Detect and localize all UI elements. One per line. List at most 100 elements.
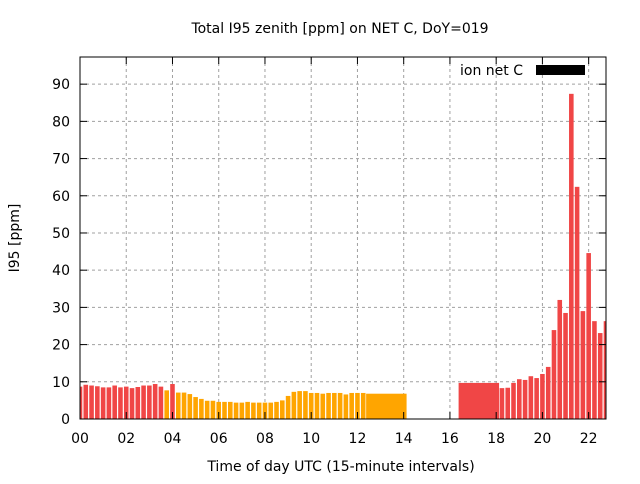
x-tick-label: 10 bbox=[302, 431, 320, 447]
bar bbox=[297, 391, 302, 419]
bar bbox=[210, 400, 216, 419]
y-tick-label: 10 bbox=[52, 375, 70, 391]
bar bbox=[280, 400, 285, 419]
bar bbox=[118, 387, 123, 419]
y-tick-label: 40 bbox=[52, 263, 70, 279]
bar bbox=[187, 394, 193, 419]
bar bbox=[80, 386, 83, 419]
bar bbox=[89, 385, 94, 419]
bars bbox=[80, 93, 606, 419]
bar bbox=[505, 387, 511, 419]
bar bbox=[511, 382, 516, 419]
ticks: 0 10 20 30 40 50 60 70 80 90 00 02 04 06 08 10 12 14 16 18 2… bbox=[52, 57, 606, 447]
bar bbox=[193, 397, 198, 419]
bar bbox=[499, 388, 505, 419]
bar bbox=[199, 398, 204, 419]
y-tick-label: 70 bbox=[52, 152, 70, 168]
legend-label: ion net C bbox=[460, 63, 523, 79]
bar bbox=[83, 384, 89, 419]
bar bbox=[170, 384, 175, 419]
bar bbox=[216, 401, 222, 419]
bar bbox=[528, 376, 534, 419]
bar bbox=[227, 401, 233, 419]
bar bbox=[308, 392, 314, 419]
bar bbox=[574, 186, 580, 419]
bar bbox=[569, 93, 574, 419]
bar bbox=[164, 390, 169, 419]
y-axis-label: I95 [ppm] bbox=[7, 204, 23, 273]
bar bbox=[158, 386, 164, 419]
bar bbox=[123, 386, 129, 419]
bar bbox=[152, 384, 158, 419]
bar bbox=[285, 395, 291, 419]
bar bbox=[332, 392, 337, 419]
bar bbox=[458, 382, 500, 419]
x-tick-label: 06 bbox=[210, 431, 228, 447]
bar bbox=[540, 373, 545, 419]
bar bbox=[517, 379, 522, 419]
y-tick-label: 20 bbox=[52, 338, 70, 354]
bar bbox=[112, 385, 117, 419]
bar bbox=[592, 321, 597, 419]
x-tick-label: 12 bbox=[349, 431, 367, 447]
bar bbox=[557, 299, 563, 419]
bar bbox=[100, 387, 106, 419]
bar bbox=[360, 392, 366, 419]
bar bbox=[141, 385, 146, 419]
x-tick-label: 14 bbox=[395, 431, 413, 447]
y-tick-label: 50 bbox=[52, 226, 70, 242]
bar bbox=[563, 312, 568, 419]
bar bbox=[291, 391, 297, 419]
bar bbox=[181, 392, 187, 419]
legend: ion net C bbox=[460, 63, 585, 79]
bar bbox=[233, 402, 239, 419]
plot-border bbox=[79, 56, 607, 420]
bar bbox=[222, 401, 227, 419]
bar bbox=[534, 378, 539, 419]
x-tick-label: 16 bbox=[441, 431, 459, 447]
bar bbox=[251, 402, 256, 419]
y-tick-label: 90 bbox=[52, 77, 70, 93]
bar bbox=[337, 392, 343, 419]
bar bbox=[320, 393, 326, 419]
bar bbox=[268, 402, 274, 419]
bar bbox=[551, 330, 557, 419]
y-tick-label: 60 bbox=[52, 189, 70, 205]
x-tick-label: 02 bbox=[117, 431, 135, 447]
bar bbox=[95, 386, 100, 419]
bar bbox=[147, 385, 152, 419]
bar bbox=[175, 392, 181, 419]
bar bbox=[274, 401, 279, 419]
bar bbox=[106, 387, 112, 419]
bar bbox=[355, 392, 360, 419]
bar bbox=[245, 401, 250, 419]
bar bbox=[343, 394, 349, 419]
y-tick-label: 80 bbox=[52, 114, 70, 130]
bar bbox=[326, 392, 331, 419]
bar bbox=[303, 391, 308, 419]
x-tick-label: 00 bbox=[71, 431, 89, 447]
bar bbox=[239, 402, 245, 419]
bar bbox=[349, 392, 354, 419]
x-tick-label: 18 bbox=[487, 431, 505, 447]
bar bbox=[314, 392, 320, 419]
bar bbox=[603, 321, 606, 419]
bar bbox=[262, 402, 268, 419]
bar bbox=[522, 379, 528, 419]
bar bbox=[366, 393, 407, 419]
y-tick-label: 30 bbox=[52, 300, 70, 316]
legend-swatch bbox=[536, 65, 585, 75]
y-tick-label: 0 bbox=[61, 412, 70, 428]
bar bbox=[256, 402, 262, 419]
x-tick-label: 04 bbox=[164, 431, 182, 447]
x-axis-label: Time of day UTC (15-minute intervals) bbox=[206, 459, 474, 475]
x-tick-label: 20 bbox=[534, 431, 552, 447]
bar bbox=[580, 311, 586, 419]
bar bbox=[135, 387, 141, 419]
bar bbox=[597, 333, 603, 419]
x-tick-label: 22 bbox=[580, 431, 598, 447]
bar bbox=[129, 388, 135, 419]
bar bbox=[586, 253, 591, 419]
bar bbox=[545, 366, 551, 419]
